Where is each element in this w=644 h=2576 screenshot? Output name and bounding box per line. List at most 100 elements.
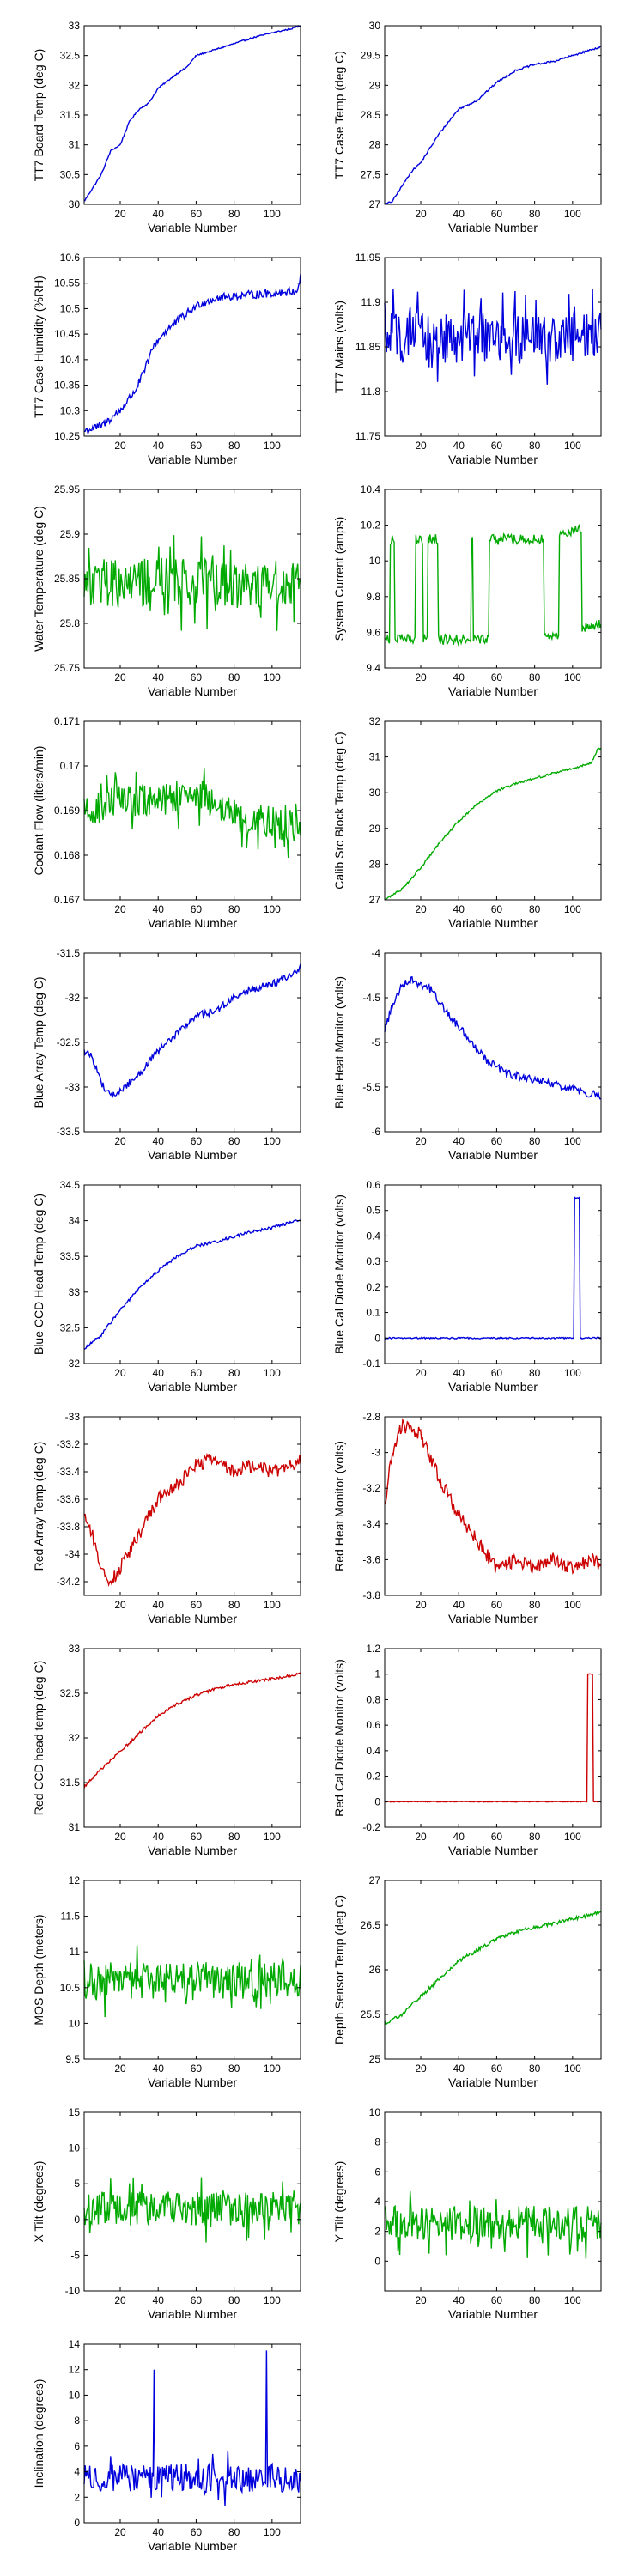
y-tick-label: 32 bbox=[369, 715, 381, 727]
y-tick-label: 33 bbox=[69, 1286, 81, 1298]
x-tick-label: 80 bbox=[228, 440, 240, 452]
y-axis-label: Coolant Flow (liters/min) bbox=[32, 746, 46, 876]
y-tick-label: 0.169 bbox=[54, 805, 80, 817]
y-tick-label: 10 bbox=[69, 2389, 81, 2401]
x-axis-label: Variable Number bbox=[448, 1612, 538, 1625]
x-tick-label: 100 bbox=[564, 1599, 581, 1611]
series-line bbox=[384, 747, 602, 901]
y-axis-label: TT7 Board Temp (deg C) bbox=[32, 49, 46, 182]
y-tick-label: 34 bbox=[69, 1215, 81, 1227]
x-tick-label: 40 bbox=[153, 671, 165, 683]
y-tick-label: 4 bbox=[374, 2196, 380, 2208]
x-tick-label: 60 bbox=[491, 1367, 503, 1379]
x-tick-label: 40 bbox=[153, 2063, 165, 2075]
y-tick-label: 12 bbox=[69, 1874, 81, 1886]
x-tick-label: 20 bbox=[114, 671, 126, 683]
y-tick-label: 10 bbox=[369, 555, 381, 567]
x-axis-label: Variable Number bbox=[148, 1380, 237, 1394]
plot-frame bbox=[384, 1416, 602, 1596]
x-tick-label: 60 bbox=[191, 2063, 203, 2075]
plot-frame bbox=[83, 2111, 301, 2292]
y-axis-label: Red Array Temp (deg C) bbox=[32, 1442, 46, 1571]
y-tick-label: 26.5 bbox=[361, 1919, 381, 1931]
x-tick-label: 60 bbox=[191, 1599, 203, 1611]
y-tick-label: -4.5 bbox=[362, 992, 380, 1004]
x-tick-label: 20 bbox=[114, 2294, 126, 2306]
series-line bbox=[384, 46, 602, 205]
y-tick-label: 10.4 bbox=[60, 354, 81, 366]
x-tick-label: 20 bbox=[114, 1135, 126, 1147]
subplot-17: 20 40 60 80 100 9.5 10 10.5 11 11.5 12 Variable Num… bbox=[32, 1874, 301, 2089]
plot-frame bbox=[83, 2343, 301, 2524]
y-tick-label: 11.5 bbox=[61, 1911, 81, 1923]
series-line bbox=[83, 1672, 301, 1789]
y-tick-label: -33.8 bbox=[57, 1521, 81, 1533]
y-tick-label: 33.5 bbox=[60, 1250, 81, 1262]
x-tick-label: 80 bbox=[529, 671, 541, 683]
y-axis-label: X Tilt (degrees) bbox=[32, 2161, 46, 2243]
plot-frame bbox=[384, 2111, 602, 2292]
y-tick-label: 9.6 bbox=[366, 626, 380, 638]
x-axis-label: Variable Number bbox=[148, 1844, 237, 1857]
series-line bbox=[384, 524, 602, 647]
y-tick-label: 32 bbox=[69, 1358, 81, 1370]
subplot-8: 20 40 60 80 100 27 28 29 30 31 32 Variable Number Ca… bbox=[332, 715, 602, 930]
y-tick-label: 25.85 bbox=[54, 573, 80, 585]
x-tick-label: 80 bbox=[228, 1367, 240, 1379]
x-tick-label: 80 bbox=[228, 1831, 240, 1843]
y-tick-label: 10.2 bbox=[361, 519, 381, 532]
y-axis-label: Red Cal Diode Monitor (volts) bbox=[332, 1659, 346, 1817]
subplot-9: 20 40 60 80 100 -33.5 -33 -32.5 -32 -31.5 Variable… bbox=[32, 947, 301, 1162]
x-tick-label: 40 bbox=[153, 1599, 165, 1611]
plot-frame bbox=[83, 1880, 301, 2060]
y-tick-label: 31.5 bbox=[60, 109, 81, 121]
x-tick-label: 60 bbox=[191, 2526, 203, 2538]
x-tick-label: 60 bbox=[491, 903, 503, 915]
x-axis-label: Variable Number bbox=[148, 2075, 237, 2089]
y-tick-label: 10.45 bbox=[54, 328, 80, 340]
y-tick-label: -33 bbox=[65, 1411, 81, 1423]
x-tick-label: 100 bbox=[264, 903, 281, 915]
x-axis-label: Variable Number bbox=[448, 684, 538, 698]
x-tick-label: 100 bbox=[564, 1367, 581, 1379]
x-tick-label: 20 bbox=[415, 1367, 427, 1379]
y-tick-label: 9.8 bbox=[366, 591, 380, 603]
x-axis-label: Variable Number bbox=[148, 1148, 237, 1162]
x-tick-label: 20 bbox=[415, 903, 427, 915]
x-tick-label: 60 bbox=[491, 1135, 503, 1147]
x-tick-label: 20 bbox=[114, 2063, 126, 2075]
x-tick-label: 20 bbox=[415, 208, 427, 220]
x-axis-label: Variable Number bbox=[148, 221, 237, 234]
series-line bbox=[83, 1945, 301, 2018]
x-tick-label: 100 bbox=[564, 2063, 581, 2075]
series-line bbox=[83, 535, 301, 631]
x-tick-label: 80 bbox=[529, 1135, 541, 1147]
y-axis-label: Water Temperature (deg C) bbox=[32, 506, 46, 652]
y-tick-label: 31 bbox=[69, 1821, 81, 1833]
y-tick-label: -2.8 bbox=[362, 1411, 380, 1423]
x-tick-label: 20 bbox=[415, 2063, 427, 2075]
x-tick-label: 40 bbox=[153, 2526, 165, 2538]
series-line bbox=[83, 1452, 301, 1588]
x-tick-label: 20 bbox=[415, 1135, 427, 1147]
x-tick-label: 80 bbox=[529, 208, 541, 220]
x-axis-label: Variable Number bbox=[148, 916, 237, 930]
y-tick-label: 28 bbox=[369, 858, 381, 870]
y-tick-label: 25.95 bbox=[54, 483, 80, 495]
y-tick-label: -31.5 bbox=[57, 947, 81, 959]
y-axis-label: Red Heat Monitor (volts) bbox=[332, 1441, 346, 1571]
y-tick-label: 29 bbox=[369, 79, 381, 91]
y-tick-label: -0.1 bbox=[362, 1358, 380, 1370]
y-tick-label: -33.4 bbox=[57, 1466, 81, 1478]
y-tick-label: 25 bbox=[369, 2053, 381, 2065]
series-line bbox=[83, 963, 301, 1098]
y-tick-label: 6 bbox=[74, 2440, 80, 2452]
y-tick-label: 34.5 bbox=[60, 1179, 81, 1191]
y-tick-label: 10 bbox=[69, 2142, 81, 2154]
subplot-16: 20 40 60 80 100 -0.2 0 0.2 0.4 0.6 0.8 1 1.2 Variable… bbox=[332, 1643, 602, 1857]
y-tick-label: 2 bbox=[74, 2491, 80, 2503]
y-tick-label: 10.3 bbox=[60, 404, 81, 416]
y-tick-label: -0.2 bbox=[362, 1821, 380, 1833]
series-line bbox=[83, 2350, 301, 2506]
x-tick-label: 100 bbox=[264, 671, 281, 683]
